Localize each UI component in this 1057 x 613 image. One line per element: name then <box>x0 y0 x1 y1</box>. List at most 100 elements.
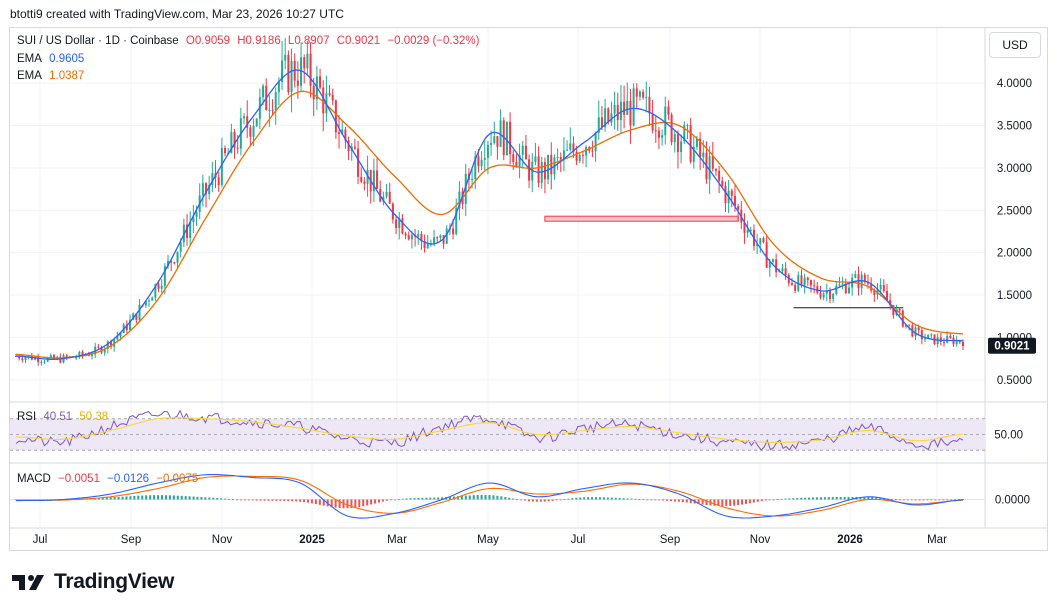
macd-histogram-bar <box>689 499 692 503</box>
macd-histogram-bar <box>220 498 223 500</box>
macd-histogram-bar <box>401 498 404 500</box>
candle-body <box>116 336 119 340</box>
macd-histogram-bar <box>212 497 215 500</box>
candle-body <box>252 126 255 137</box>
macd-histogram-bar <box>484 494 487 500</box>
candle-body <box>898 308 901 311</box>
macd-histogram-bar <box>847 496 850 500</box>
macd-histogram-bar <box>500 496 503 500</box>
candle-body <box>366 169 369 184</box>
candle-body <box>692 146 695 162</box>
candle-body <box>59 356 62 363</box>
candle-body <box>129 319 132 331</box>
candle-body <box>205 183 208 195</box>
candle-body <box>217 177 220 186</box>
macd-histogram-bar <box>606 497 609 500</box>
macd-line <box>16 473 964 519</box>
candle-body <box>433 237 436 245</box>
macd-histogram-bar <box>520 499 523 501</box>
candle-body <box>920 330 923 340</box>
candle-body <box>515 162 518 168</box>
macd-histogram-bar <box>378 499 381 503</box>
macd-histogram-bar <box>792 498 795 500</box>
macd-histogram-bar <box>547 499 550 502</box>
candle-body <box>813 285 816 287</box>
macd-histogram-bar <box>235 499 238 501</box>
macd-histogram-bar <box>875 497 878 500</box>
macd-histogram-bar <box>819 497 822 500</box>
candle-body <box>844 283 847 294</box>
macd-histogram-bar <box>346 499 349 509</box>
candle-body <box>680 141 683 153</box>
candle-body <box>509 121 512 155</box>
macd-histogram-bar <box>575 497 578 500</box>
candle-body <box>711 155 714 169</box>
candle-body <box>562 150 565 160</box>
macd-histogram-bar <box>733 499 736 506</box>
candle-body <box>689 125 692 162</box>
macd-histogram-bar <box>524 499 527 501</box>
candle-body <box>790 283 793 285</box>
macd-tick-label: 0.0000 <box>995 495 1030 507</box>
macd-histogram-bar <box>835 497 838 500</box>
symbol-label: SUI / US Dollar · 1D · Coinbase <box>17 35 179 47</box>
candle-body <box>410 234 413 240</box>
macd-histogram-bar <box>563 499 566 501</box>
candle-body <box>18 356 21 359</box>
macd-histogram-bar <box>752 499 755 503</box>
candle-body <box>930 334 933 336</box>
macd-histogram-bar <box>153 495 156 500</box>
candle-body <box>651 113 654 131</box>
macd-histogram-bar <box>204 497 207 500</box>
macd-histogram-bar <box>863 497 866 500</box>
candle-body <box>600 117 603 128</box>
price-tick-label: 2.5000 <box>997 205 1032 217</box>
candle-body <box>24 357 27 361</box>
macd-histogram-bar <box>370 499 373 505</box>
candle-body <box>262 85 265 98</box>
candle-body <box>426 244 429 248</box>
macd-histogram-bar <box>113 497 116 500</box>
candle-body <box>357 148 360 177</box>
macd-histogram-bar <box>934 499 937 501</box>
macd-histogram-bar <box>591 497 594 500</box>
candle-body <box>119 332 122 337</box>
candle-body <box>718 170 721 181</box>
macd-histogram-bar <box>717 499 720 506</box>
candle-body <box>806 277 809 281</box>
macd-histogram-bar <box>867 497 870 500</box>
candle-body <box>490 142 493 145</box>
macd-histogram-bar <box>350 499 353 509</box>
macd-histogram-bar <box>283 499 286 501</box>
candle-body <box>138 304 141 320</box>
macd-histogram-bar <box>756 499 759 502</box>
currency-button[interactable]: USD <box>989 32 1041 58</box>
macd-histogram-bar <box>808 497 811 500</box>
candle-body <box>192 216 195 223</box>
candle-body <box>923 338 926 340</box>
macd-pane <box>10 473 985 519</box>
rsi-ma-line <box>15 417 964 443</box>
candle-body <box>75 357 78 359</box>
macd-legend: MACD −0.0051 −0.0126 −0.0075 <box>17 473 202 485</box>
macd-histogram-bar <box>602 497 605 500</box>
candle-body <box>962 342 964 347</box>
candle-body <box>246 116 249 128</box>
macd-histogram-bar <box>839 496 842 500</box>
candle-body <box>737 206 740 210</box>
macd-histogram-bar <box>393 499 396 501</box>
candle-body <box>556 157 559 159</box>
macd-histogram-bar <box>397 499 400 500</box>
candle-body <box>173 262 176 264</box>
macd-histogram-bar <box>729 499 732 506</box>
macd-histogram-bar <box>760 499 763 502</box>
candle-body <box>771 259 774 262</box>
candle-body <box>623 101 626 115</box>
candle-body <box>195 211 198 217</box>
macd-histogram-bar <box>812 497 815 500</box>
macd-histogram-bar <box>125 496 128 500</box>
candle-body <box>841 283 844 285</box>
candle-body <box>825 290 828 294</box>
macd-histogram-bar <box>488 495 491 500</box>
